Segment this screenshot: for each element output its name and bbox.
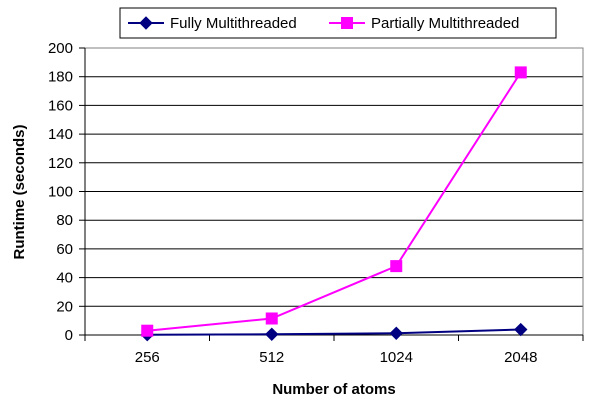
- data-point-square: [141, 324, 154, 337]
- series-line-1: [147, 71, 522, 332]
- y-axis-title: Runtime (seconds): [11, 124, 28, 259]
- legend-label: Partially Multithreaded: [371, 15, 519, 32]
- gridlines: [85, 47, 583, 307]
- axes: 0 20 40 60 80 100 120 140 160 180 200 256 512 1024 204…: [48, 40, 584, 366]
- x-axis-title: Number of atoms: [272, 381, 395, 398]
- y-tick-label: 140: [48, 126, 73, 143]
- series-line-0: [147, 328, 521, 336]
- y-tick-label: 60: [56, 241, 73, 258]
- y-tick-label: 0: [65, 327, 73, 344]
- x-tick-label: 2048: [504, 349, 537, 366]
- legend-marker-diamond: [139, 16, 153, 30]
- x-tick-label: 512: [259, 349, 284, 366]
- data-point-diamond: [265, 327, 279, 341]
- y-tick-label: 200: [48, 40, 73, 57]
- y-tick-label: 160: [48, 97, 73, 114]
- data-point-diamond: [514, 322, 528, 337]
- legend-marker-square: [341, 17, 353, 29]
- data-series: [140, 66, 528, 342]
- y-tick-label: 80: [56, 212, 73, 229]
- data-point-square: [390, 260, 403, 273]
- y-tick-label: 20: [56, 298, 73, 315]
- data-point-diamond: [389, 326, 403, 340]
- legend-label: Fully Multithreaded: [170, 15, 297, 32]
- y-tick-label: 180: [48, 69, 73, 86]
- data-point-square: [265, 312, 278, 325]
- x-tick-label: 256: [135, 349, 160, 366]
- y-tick-label: 120: [48, 155, 73, 172]
- x-tick-label: 1024: [380, 349, 413, 366]
- legend: Fully Multithreaded Partially Multithread…: [119, 7, 557, 39]
- y-tick-label: 40: [56, 270, 73, 287]
- y-tick-label: 100: [48, 184, 73, 201]
- data-point-square: [514, 66, 527, 79]
